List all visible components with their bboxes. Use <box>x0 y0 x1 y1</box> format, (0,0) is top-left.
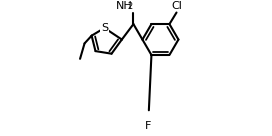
Text: Cl: Cl <box>172 1 183 11</box>
Text: NH: NH <box>116 1 133 11</box>
Text: F: F <box>144 121 151 131</box>
Text: 2: 2 <box>120 2 133 11</box>
Text: S: S <box>101 23 108 33</box>
